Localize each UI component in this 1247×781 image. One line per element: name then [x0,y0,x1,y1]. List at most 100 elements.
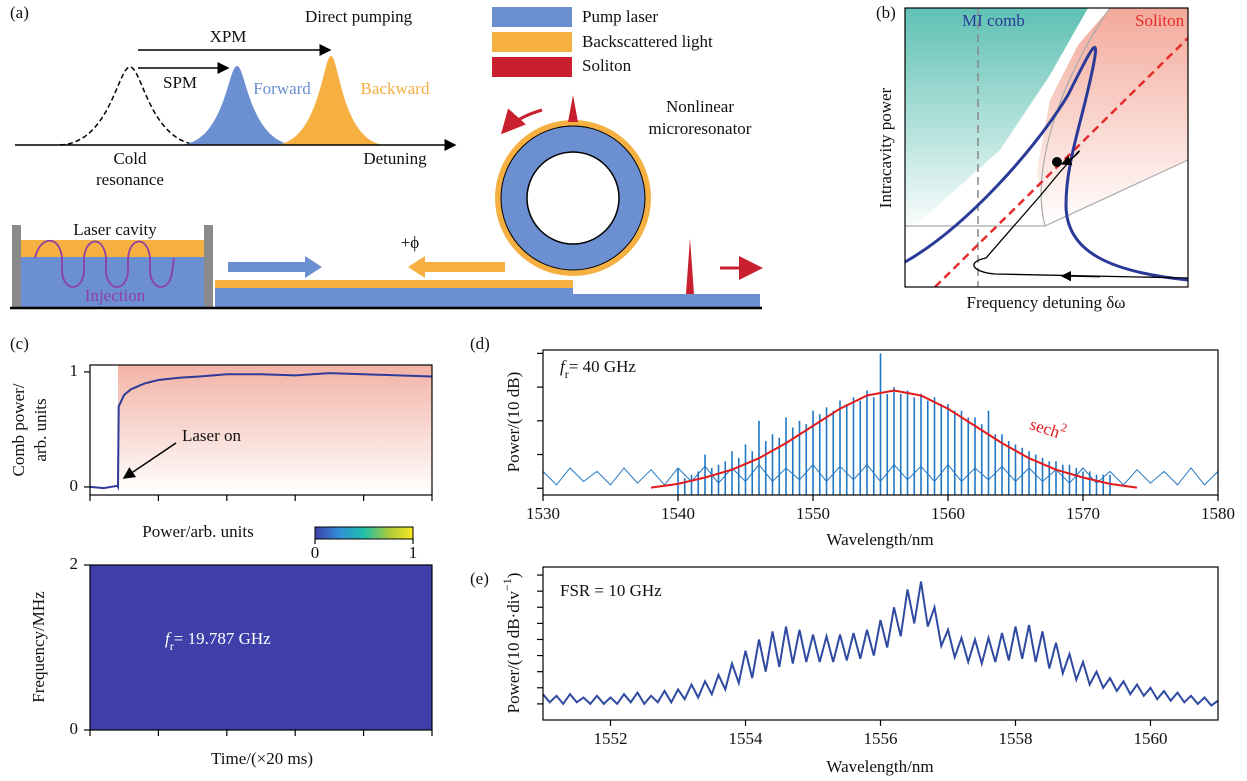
waveguide [215,288,573,307]
cavity-body [15,257,210,307]
y-axis-label: Power/(10 dB·div−1) [500,573,523,714]
legend-label: Pump laser [582,7,658,26]
x-tick-label: 1530 [526,504,560,523]
fit-curve [650,389,1138,489]
colorbar-tick-label: 0 [311,543,320,562]
annotation: FSR = 10 GHz [560,581,662,600]
annotation: fr= 40 GHz [560,357,636,381]
x-tick-label: 1556 [864,729,898,748]
soliton-line [934,37,1189,288]
resonance-label: resonance [96,170,164,189]
colorbar-label: Power/arb. units [142,522,253,541]
boundary [1040,7,1111,227]
legend-label: Backscattered light [582,32,713,51]
y-axis-label: Intracavity power [876,87,895,208]
x-axis-label: Time/(×20 ms) [211,749,313,768]
x-axis-label: Frequency detuning δω [967,293,1126,312]
annotation-part: = 19.787 GHz [174,629,271,648]
x-tick-label: 1560 [1134,729,1168,748]
region-label: MI comb [962,11,1025,30]
trajectory [973,195,1189,279]
fit-label-part: 2 [1059,420,1069,435]
panel-label: (e) [470,569,489,588]
waveguide-backscatter [215,280,573,288]
cavity-label: Laser cavity [73,220,157,239]
frame [542,349,1219,496]
trajectory [1039,150,1080,197]
colorbar-tick-label: 1 [409,543,418,562]
y-axis-label: Power/(10 dB) [504,372,523,473]
phase-label: +ϕ [401,233,420,252]
backscatter-arrow [408,256,505,278]
y-tick-label: 0 [70,719,79,738]
y-axis-label: Frequency/MHz [29,591,48,703]
annotation: fr= 19.787 GHz [165,629,271,653]
legend-swatch [492,57,572,77]
region-label: Soliton [1135,11,1185,30]
fit-label-part: sech [1028,414,1063,442]
y-axis-label: arb. units [31,398,50,461]
y-axis-label-part: ) [504,573,523,579]
y-axis-label-part: Power/(10 dB·div [504,591,523,714]
ring-soliton [568,95,578,122]
frame [904,7,1189,288]
resonance-curve [904,46,1189,282]
annotation-arrow [122,442,177,479]
y-tick-label: 0 [70,476,79,495]
y-axis-label-part: −1 [500,578,514,591]
boundary [905,159,1189,227]
x-tick-label: 1550 [796,504,830,523]
annotation-part: f [165,629,172,648]
frame [542,566,1219,721]
panel-label: (a) [10,3,29,22]
detuning-label: Detuning [363,149,427,168]
forward-peak [180,66,295,145]
y-axis-label: Comb power/ [9,383,28,476]
backward-label: Backward [361,79,430,98]
heatmap-background [90,565,432,730]
legend-swatch [492,7,572,27]
colorbar [314,526,414,540]
soliton-region [1037,8,1188,226]
annotation-part: = 40 GHz [569,357,637,376]
x-tick-label: 1570 [1066,504,1100,523]
output-soliton [686,238,694,294]
highlight [118,365,432,495]
x-tick-label: 1560 [931,504,965,523]
pump-arrow [228,256,322,278]
x-axis-label: Wavelength/nm [826,530,933,549]
x-tick-label: 1554 [729,729,764,748]
annotation-part: r [170,639,174,653]
ring-inner [526,151,620,245]
panel-label: (b) [876,3,896,22]
title: Direct pumping [305,7,413,26]
frame [89,364,433,496]
cold-peak [59,66,201,146]
injection-label: Injection [85,286,146,305]
line [542,581,1219,707]
panel-label: (c) [10,334,29,353]
x-tick-label: 1558 [999,729,1033,748]
annotation: Laser on [182,426,242,445]
panel-label: (d) [470,334,490,353]
rotation-arrow [500,108,543,135]
panel-b: (b) MI comb Soliton Intracavity power Fr… [876,3,1189,312]
backward-peak [275,56,385,145]
mi-region [905,8,1088,235]
mirror [204,225,213,309]
cold-label: Cold [113,149,147,168]
ring-label: microresonator [649,119,752,138]
mirror [12,225,21,309]
forward-label: Forward [253,79,311,98]
y-tick-label: 2 [70,554,79,573]
y-tick-label: 1 [70,361,79,380]
x-tick-label: 1540 [661,504,695,523]
annotation-part: r [565,367,569,381]
legend-label: Soliton [582,56,632,75]
x-tick-label: 1552 [594,729,628,748]
panel-a: (a) Direct pumping XPM SPM Forward Backw… [10,3,763,310]
cavity-top [15,240,210,257]
line [89,372,433,491]
xpm-label: XPM [210,27,247,46]
